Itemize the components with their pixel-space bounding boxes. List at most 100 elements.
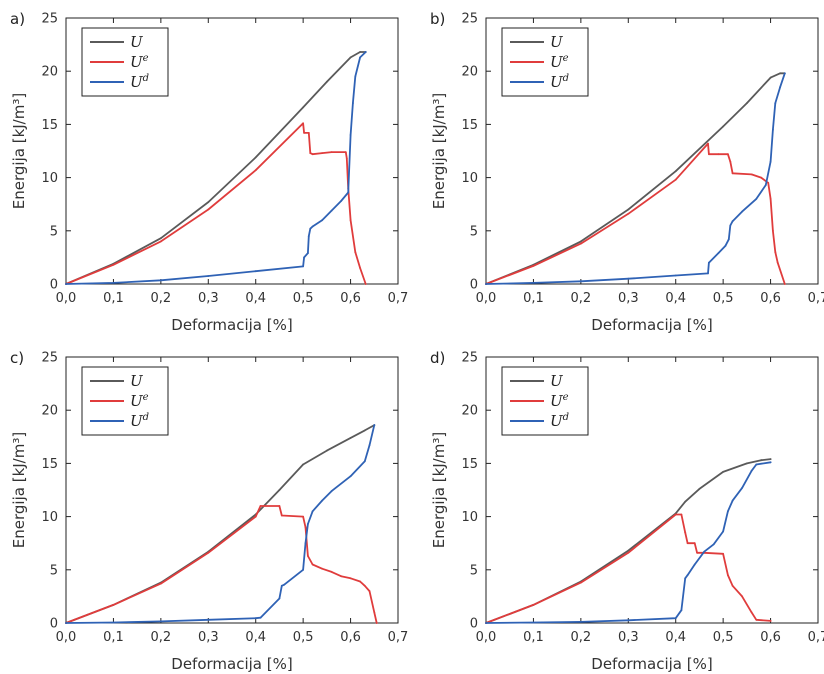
data-point-u bbox=[769, 76, 772, 79]
data-point-ue bbox=[340, 575, 342, 578]
data-point-ud bbox=[368, 444, 371, 447]
data-point-ud bbox=[485, 283, 487, 285]
data-point-ue bbox=[729, 160, 732, 163]
data-point-ud bbox=[693, 563, 696, 566]
data-point-ud bbox=[307, 523, 309, 525]
data-point-ue bbox=[160, 240, 162, 243]
data-point-ue bbox=[344, 151, 347, 154]
data-point-ue bbox=[727, 153, 729, 156]
data-point-u bbox=[722, 125, 724, 128]
data-point-u bbox=[207, 201, 210, 204]
y-tick-label: 5 bbox=[470, 224, 478, 239]
data-point-ue bbox=[311, 153, 314, 156]
data-point-ud bbox=[712, 543, 715, 546]
chart-panel-d: d) 0,0 0,1 0,2 0,3 0,4 0,5 0,6 0,7 0 5 10 15 20 25 Defo… bbox=[430, 349, 824, 673]
legend-label-u: U bbox=[130, 33, 144, 51]
x-tick-label: 0,5 bbox=[293, 291, 314, 306]
data-point-ud bbox=[741, 487, 743, 489]
data-point-ue bbox=[278, 505, 281, 507]
data-point-ue bbox=[708, 153, 710, 156]
data-point-ud bbox=[774, 102, 777, 104]
data-point-ud bbox=[532, 621, 535, 624]
data-point-ud bbox=[722, 530, 724, 533]
x-axis-title: Deformacija [%] bbox=[171, 655, 292, 673]
data-point-ud bbox=[65, 622, 67, 624]
data-point-ud bbox=[65, 283, 67, 285]
x-tick-label: 0,3 bbox=[618, 630, 639, 645]
y-tick-label: 20 bbox=[41, 65, 58, 80]
x-tick-label: 0,3 bbox=[198, 630, 219, 645]
data-point-ud bbox=[741, 210, 743, 213]
data-point-ue bbox=[674, 513, 677, 516]
data-point-ud bbox=[779, 86, 781, 89]
x-tick-label: 0,3 bbox=[618, 291, 639, 306]
data-point-ue bbox=[368, 590, 371, 592]
x-tick-label: 0,4 bbox=[665, 291, 686, 306]
data-point-ue bbox=[707, 142, 709, 145]
data-point-ue bbox=[627, 551, 630, 554]
data-point-ud bbox=[330, 209, 333, 212]
panel-label-d: d) bbox=[430, 349, 445, 367]
data-point-ue bbox=[254, 169, 257, 172]
series-line-ud bbox=[485, 461, 772, 624]
x-tick-label: 0,7 bbox=[808, 630, 824, 645]
x-tick-label: 0,7 bbox=[808, 291, 824, 306]
data-point-ue bbox=[112, 604, 115, 606]
data-point-ud bbox=[278, 597, 281, 600]
data-point-ue bbox=[684, 531, 687, 534]
data-point-ue bbox=[769, 620, 772, 622]
data-point-ud bbox=[307, 235, 310, 238]
data-point-ud bbox=[307, 252, 309, 255]
data-point-u bbox=[722, 471, 724, 473]
data-point-ue bbox=[731, 584, 734, 587]
data-point-ud bbox=[254, 617, 257, 620]
series-line-ud bbox=[65, 424, 376, 624]
data-point-ud bbox=[304, 542, 307, 545]
data-point-ue bbox=[359, 580, 361, 583]
x-tick-label: 0,6 bbox=[760, 291, 781, 306]
data-point-ud bbox=[729, 224, 732, 227]
data-point-ue bbox=[373, 611, 376, 614]
data-point-ue bbox=[311, 563, 314, 566]
data-point-ud bbox=[280, 584, 283, 587]
x-tick-label: 0,2 bbox=[571, 291, 592, 306]
data-point-ue bbox=[207, 551, 210, 554]
data-point-ud bbox=[580, 621, 582, 623]
data-point-ue bbox=[696, 551, 698, 554]
chart-panel-c: c) 0,0 0,1 0,2 0,3 0,4 0,5 0,6 0,7 0 5 10 15 20 25 Defo… bbox=[10, 349, 408, 673]
data-point-ue bbox=[354, 251, 357, 254]
data-point-ud bbox=[727, 238, 730, 241]
data-point-ud bbox=[680, 609, 683, 612]
data-point-ue bbox=[769, 198, 772, 200]
x-tick-label: 0,5 bbox=[293, 630, 314, 645]
data-point-ud bbox=[373, 424, 376, 426]
data-point-ud bbox=[772, 128, 774, 131]
y-tick-label: 15 bbox=[41, 118, 58, 133]
data-point-ue bbox=[717, 153, 720, 156]
data-point-ue bbox=[580, 581, 582, 584]
x-tick-label: 0,1 bbox=[103, 291, 124, 306]
data-point-u bbox=[627, 208, 630, 211]
data-point-ue bbox=[304, 526, 307, 529]
y-tick-label: 0 bbox=[470, 278, 478, 293]
data-point-ud bbox=[627, 277, 630, 280]
data-point-ue bbox=[750, 611, 753, 614]
y-tick-label: 5 bbox=[50, 224, 58, 239]
data-point-ud bbox=[311, 225, 314, 228]
chart-panel-b: b) 0,0 0,1 0,2 0,3 0,4 0,5 0,6 0,7 0 5 10 15 20 25 Defo… bbox=[430, 10, 824, 334]
x-tick-label: 0,6 bbox=[760, 630, 781, 645]
data-point-ue bbox=[375, 622, 378, 624]
y-tick-label: 10 bbox=[41, 510, 58, 525]
data-point-ud bbox=[764, 184, 767, 186]
data-point-ue bbox=[160, 582, 162, 585]
y-tick-label: 5 bbox=[470, 563, 478, 578]
y-tick-label: 10 bbox=[461, 171, 478, 186]
data-point-ue bbox=[302, 515, 304, 518]
data-point-ud bbox=[755, 198, 758, 200]
data-point-ud bbox=[112, 282, 115, 284]
data-point-ud bbox=[160, 620, 162, 623]
x-tick-label: 0,2 bbox=[151, 291, 172, 306]
x-tick-label: 0,7 bbox=[388, 630, 409, 645]
data-point-ue bbox=[627, 212, 630, 215]
